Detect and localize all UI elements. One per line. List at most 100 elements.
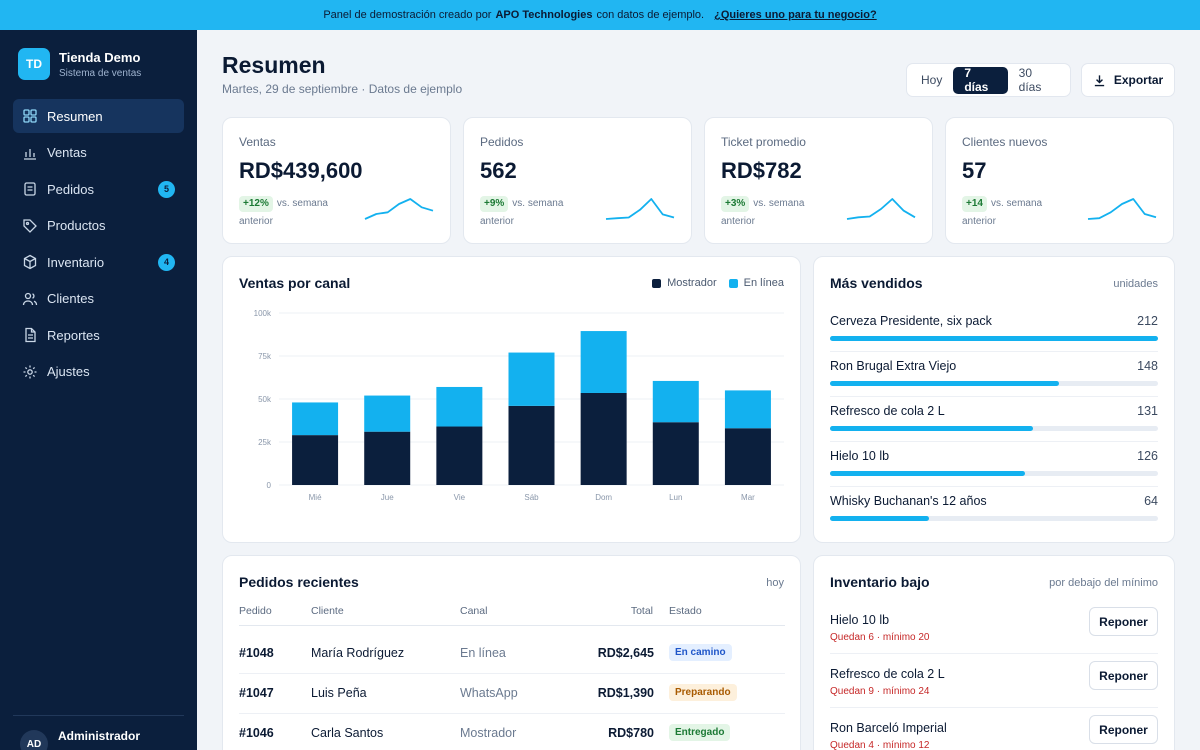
sparkline-path (1087, 198, 1157, 220)
delta-pill: +12% (239, 196, 273, 212)
product-name: Ron Brugal Extra Viejo (830, 359, 957, 373)
bar-en-línea[interactable] (292, 402, 339, 436)
bar-en-línea[interactable] (364, 395, 411, 432)
delta-pill: +3% (721, 196, 750, 212)
status-badge: Entregado (669, 724, 731, 741)
order-id: #1048 (239, 646, 274, 660)
bar-chart-icon (24, 148, 36, 160)
order-client: Carla Santos (311, 726, 384, 740)
grid-icon (23, 109, 37, 123)
sparkline (364, 198, 434, 220)
top-sellers-title: Más vendidos (830, 275, 923, 291)
sidebar-item-label: Ventas (47, 145, 87, 160)
units-bar-fill (830, 381, 1059, 386)
legend-item-en-linea[interactable]: En línea (728, 277, 784, 289)
legend-swatch (652, 278, 662, 288)
units-bar-fill (830, 426, 1033, 431)
bar-mostrador[interactable] (436, 426, 483, 485)
brand[interactable]: TD Tienda Demo Sistema de ventas (18, 48, 141, 80)
brand-logo: TD (18, 48, 50, 80)
banner-cta-link[interactable]: ¿Quieres uno para tu negocio? (714, 9, 877, 21)
demo-banner: Panel de demostración creado por APO Tec… (0, 0, 1200, 30)
top-sellers-unit: unidades (1113, 278, 1158, 290)
column-header-cliente[interactable]: Cliente (311, 605, 344, 617)
product-name: Refresco de cola 2 L (830, 404, 945, 418)
column-header-pedido[interactable]: Pedido (239, 605, 272, 617)
legend-item-mostrador[interactable]: Mostrador (652, 277, 717, 289)
column-header-estado[interactable]: Estado (669, 605, 702, 617)
bar-mostrador[interactable] (292, 435, 339, 485)
bar-mostrador[interactable] (508, 405, 555, 485)
inventory-row: Ron Barceló Imperial Quedan 4 · mínimo 1… (830, 715, 1158, 750)
banner-company: APO Technologies (495, 9, 593, 21)
restock-button[interactable]: Reponer (1089, 607, 1158, 636)
delta-pill: +14 (962, 196, 987, 212)
bar-mostrador[interactable] (724, 428, 771, 485)
sidebar-item-clientes[interactable]: Clientes (13, 282, 184, 316)
product-units: 148 (1137, 359, 1158, 373)
column-header-total[interactable]: Total (630, 605, 653, 617)
sidebar-item-inventario[interactable]: Inventario 4 (13, 245, 184, 279)
row-divider (830, 396, 1158, 397)
sidebar-item-pedidos[interactable]: Pedidos 5 (13, 172, 184, 206)
table-row[interactable]: #1047 Luis Peña WhatsApp RD$1,390 Prepar… (223, 674, 801, 714)
sparkline-path (605, 198, 675, 220)
sidebar-item-resumen[interactable]: Resumen (13, 99, 184, 133)
sparkline (1087, 198, 1157, 220)
bar-en-línea[interactable] (508, 352, 555, 406)
avatar: AD (20, 730, 48, 750)
kpi-card-ventas: Ventas RD$439,600 +12% vs. semana anterio… (222, 117, 451, 244)
export-label: Exportar (1113, 73, 1164, 87)
x-tick-label: Mié (309, 493, 322, 502)
order-channel: Mostrador (460, 726, 517, 740)
inventory-stock-note: Quedan 4 · mínimo 12 (830, 740, 930, 750)
sparkline (846, 198, 916, 220)
bar-mostrador[interactable] (652, 422, 699, 485)
table-row[interactable]: #1048 María Rodríguez En línea RD$2,645 … (223, 634, 801, 674)
bar-mostrador[interactable] (364, 431, 411, 485)
user-profile[interactable]: AD Administrador (20, 727, 140, 750)
inventory-stock-note: Quedan 9 · mínimo 24 (830, 686, 930, 697)
order-total: RD$2,645 (597, 646, 654, 660)
x-tick-label: Lun (669, 493, 682, 502)
bar-mostrador[interactable] (580, 392, 627, 485)
table-row[interactable]: #1046 Carla Santos Mostrador RD$780 Entr… (223, 714, 801, 750)
x-tick-label: Sáb (524, 493, 539, 502)
row-divider (239, 673, 785, 674)
top-sellers-card: Más vendidos unidades Cerveza Presidente… (813, 256, 1175, 543)
export-button[interactable]: Exportar (1081, 63, 1175, 97)
units-bar-track (830, 471, 1158, 476)
column-header-canal[interactable]: Canal (460, 605, 488, 617)
range-today-button[interactable]: Hoy (921, 73, 943, 87)
row-divider (830, 653, 1158, 654)
y-tick-label: 75k (258, 352, 272, 361)
legend-label: En línea (743, 277, 784, 289)
kpi-label: Ticket promedio (721, 135, 806, 149)
bar-en-línea[interactable] (436, 386, 483, 427)
sidebar-item-label: Ajustes (47, 364, 90, 379)
order-id: #1047 (239, 686, 274, 700)
units-bar-fill (830, 471, 1025, 476)
range-7-days-button[interactable]: 7 días (953, 66, 1008, 94)
x-tick-label: Mar (741, 493, 755, 502)
kpi-delta: +12% vs. semana anterior (239, 195, 351, 231)
bar-en-línea[interactable] (580, 331, 627, 393)
units-bar-fill (830, 336, 1158, 341)
bar-en-línea[interactable] (652, 380, 699, 423)
delta-text: vs. semana anterior (480, 198, 564, 227)
range-30-days-button[interactable]: 30 días (1018, 66, 1042, 94)
sidebar-item-ajustes[interactable]: Ajustes (13, 355, 184, 389)
restock-button[interactable]: Reponer (1089, 661, 1158, 690)
low-inventory-card: Inventario bajo por debajo del mínimo Hi… (813, 555, 1175, 750)
order-client: Luis Peña (311, 686, 367, 700)
inventory-row: Hielo 10 lb Quedan 6 · mínimo 20 Reponer (830, 607, 1158, 667)
sidebar-item-productos[interactable]: Productos (13, 209, 184, 243)
legend-swatch (728, 278, 738, 288)
order-channel: En línea (460, 646, 506, 660)
row-divider (830, 441, 1158, 442)
product-name: Hielo 10 lb (830, 449, 890, 463)
sidebar-item-ventas[interactable]: Ventas (13, 136, 184, 170)
bar-en-línea[interactable] (724, 390, 771, 429)
restock-button[interactable]: Reponer (1089, 715, 1158, 744)
sidebar-item-reportes[interactable]: Reportes (13, 318, 184, 352)
